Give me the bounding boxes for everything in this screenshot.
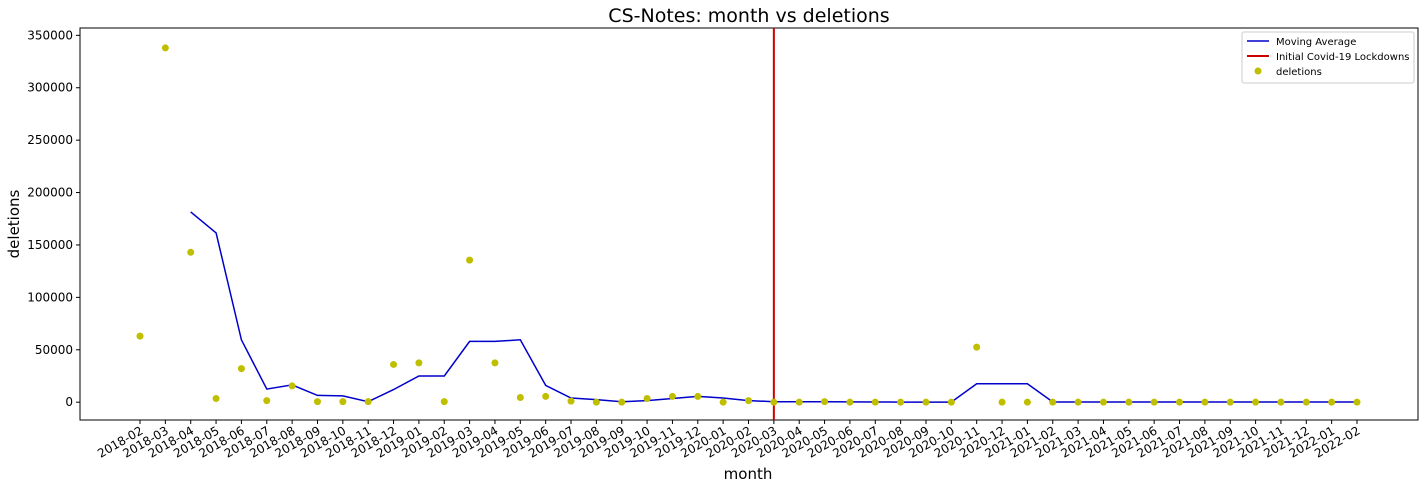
chart-title: CS-Notes: month vs deletions [608, 5, 889, 27]
y-axis-label: deletions [5, 189, 23, 258]
deletions-point [1226, 398, 1234, 406]
deletions-point [922, 398, 930, 406]
deletions-point [1252, 398, 1260, 406]
deletions-point [1328, 398, 1336, 406]
y-tick-label: 50000 [35, 343, 73, 357]
deletions-point [288, 382, 296, 390]
deletions-point [1201, 398, 1209, 406]
deletions-point [795, 398, 803, 406]
deletions-point [1150, 398, 1158, 406]
deletions-point [1074, 398, 1082, 406]
deletions-point [491, 359, 499, 367]
x-axis-label: month [724, 465, 773, 483]
deletions-point [643, 395, 651, 403]
y-axis: 0 50000 100000 150000 200000 250000 300000 3500… [27, 28, 80, 409]
deletions-point [821, 398, 829, 406]
deletions-point [542, 392, 550, 400]
deletions-point [567, 397, 575, 405]
deletions-point [415, 359, 423, 367]
deletions-point [1302, 398, 1310, 406]
deletions-point [947, 398, 955, 406]
deletions-series [136, 44, 1361, 406]
deletions-point [390, 360, 398, 368]
deletions-point [1176, 398, 1184, 406]
x-axis: 2018-022018-032018-042018-052018-062018-… [95, 420, 1363, 461]
legend-box [1241, 31, 1415, 84]
deletions-point [973, 343, 981, 351]
deletions-point [1353, 398, 1361, 406]
y-tick-label: 200000 [27, 186, 73, 200]
legend: Moving Average Initial Covid-19 Lockdown… [1241, 31, 1415, 84]
y-tick-label: 300000 [27, 81, 73, 95]
deletions-point [592, 398, 600, 406]
legend-label-moving-average: Moving Average [1276, 37, 1356, 48]
deletions-point [745, 397, 752, 405]
deletions-point [668, 392, 676, 400]
deletions-point [1277, 398, 1285, 406]
deletions-point [719, 398, 727, 406]
deletions-point [237, 365, 245, 373]
deletions-point [1099, 398, 1107, 406]
deletions-point [694, 392, 702, 400]
y-tick-label: 250000 [27, 133, 73, 147]
deletions-point [212, 395, 220, 403]
y-tick-label: 150000 [27, 238, 73, 252]
deletions-point [136, 332, 144, 340]
deletions-point [618, 398, 626, 406]
y-tick-label: 350000 [27, 28, 73, 42]
legend-swatch-deletions [1254, 67, 1262, 75]
deletions-point [897, 398, 905, 406]
deletions-point [440, 398, 448, 406]
deletions-point [998, 398, 1006, 406]
y-tick-label: 0 [65, 395, 73, 409]
deletions-point [871, 398, 879, 406]
deletions-point [466, 256, 474, 264]
deletions-point [1023, 398, 1031, 406]
deletions-point [313, 398, 321, 406]
deletions-point [516, 393, 524, 401]
deletions-point [263, 397, 271, 405]
deletions-point [770, 398, 778, 406]
legend-label-deletions: deletions [1276, 67, 1322, 78]
deletions-point [339, 398, 347, 406]
legend-label-lockdowns: Initial Covid-19 Lockdowns [1276, 52, 1410, 63]
deletions-point [846, 398, 854, 406]
y-tick-label: 100000 [27, 290, 73, 304]
deletions-point [364, 398, 372, 406]
plot-area [79, 27, 1419, 421]
deletions-point [1049, 398, 1057, 406]
deletions-point [161, 44, 169, 52]
deletions-point [187, 248, 195, 256]
deletions-point [1125, 398, 1133, 406]
